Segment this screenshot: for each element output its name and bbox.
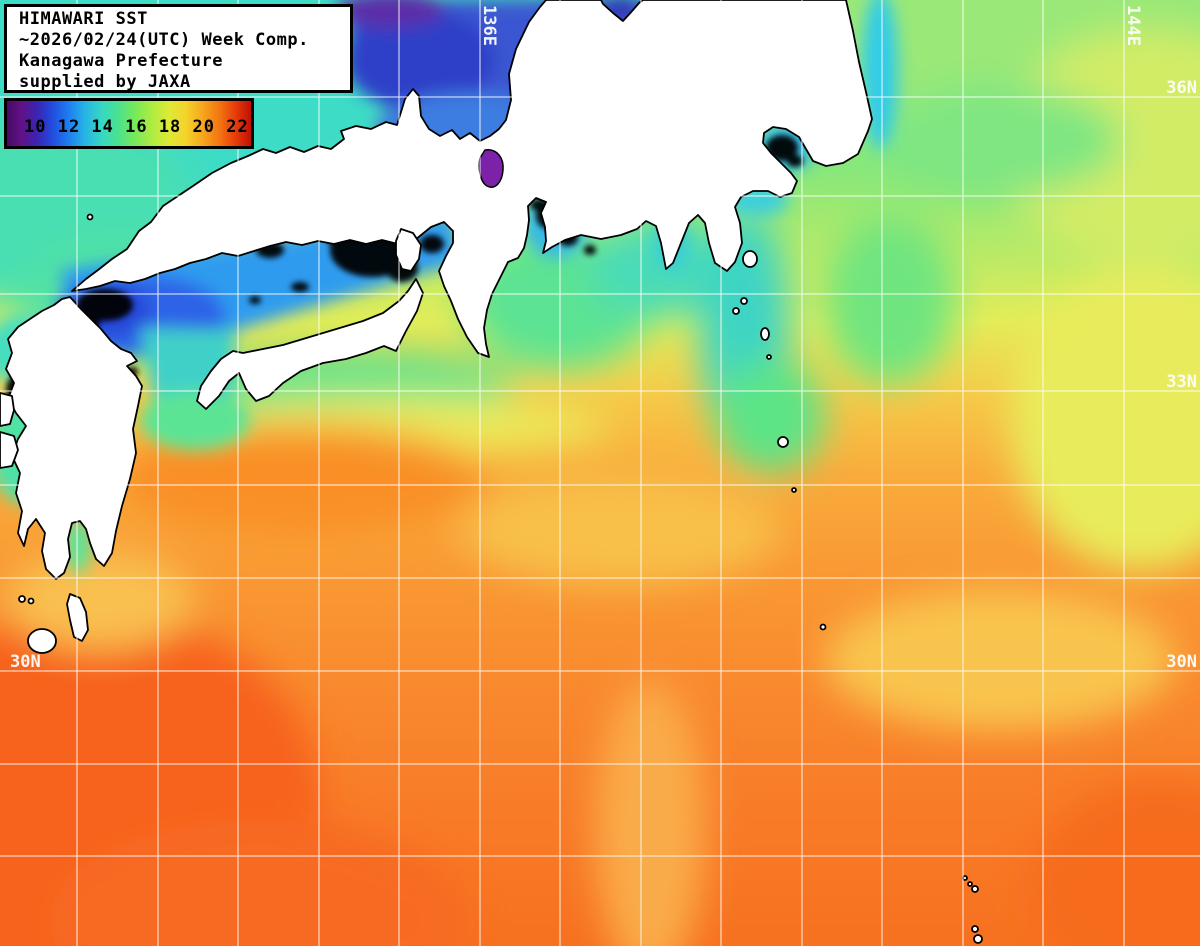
map-attribution: supplied by JAXA [19,72,191,92]
lat-label-30n-right: 30N [1166,652,1197,672]
lat-label-30n-left: 30N [10,652,41,672]
land-izu-island [740,297,748,305]
lon-label-136e: 136E [479,5,499,46]
land-amakusa-islands [0,431,19,469]
land-shikoku [196,278,424,410]
land-goto-islands [0,392,15,427]
land-awaji-island [395,228,422,272]
lake-biwa [478,149,504,188]
land-izu-island [760,327,770,341]
land-hachijojima-island [777,436,789,448]
colorbar-tick-labels: 10 12 14 16 18 20 22 [24,116,249,137]
map-title: HIMAWARI SST [19,9,148,29]
land-honshu [71,0,873,358]
land-small-island [819,623,827,631]
lon-label-144e: 144E [1123,5,1143,46]
map-region: Kanagawa Prefecture [19,51,223,71]
land-yakushima-island [27,628,57,654]
graticule-labels: 136E 144E 36N 33N 30N 30N [10,5,1197,672]
land-small-island [971,925,979,933]
land-small-island [18,595,26,603]
land-small-island [27,597,35,605]
landmasses [0,0,983,944]
land-small-island [791,487,797,493]
land-small-island [962,875,968,881]
title-box: HIMAWARI SST ~2026/02/24(UTC) Week Comp.… [4,4,353,93]
lat-label-36n-right: 36N [1166,78,1197,98]
land-oki-island [86,213,94,221]
land-small-island [971,885,979,893]
temperature-colorbar: 10 12 14 16 18 20 22 [4,98,254,149]
land-small-island [973,934,983,944]
lat-label-33n-right: 33N [1166,372,1197,392]
land-izu-island [766,354,772,360]
land-kyushu [5,296,143,580]
map-date: ~2026/02/24(UTC) Week Comp. [19,30,309,50]
land-izu-oshima-island [742,250,758,268]
land-izu-island [732,307,740,315]
land-small-island [967,881,973,887]
